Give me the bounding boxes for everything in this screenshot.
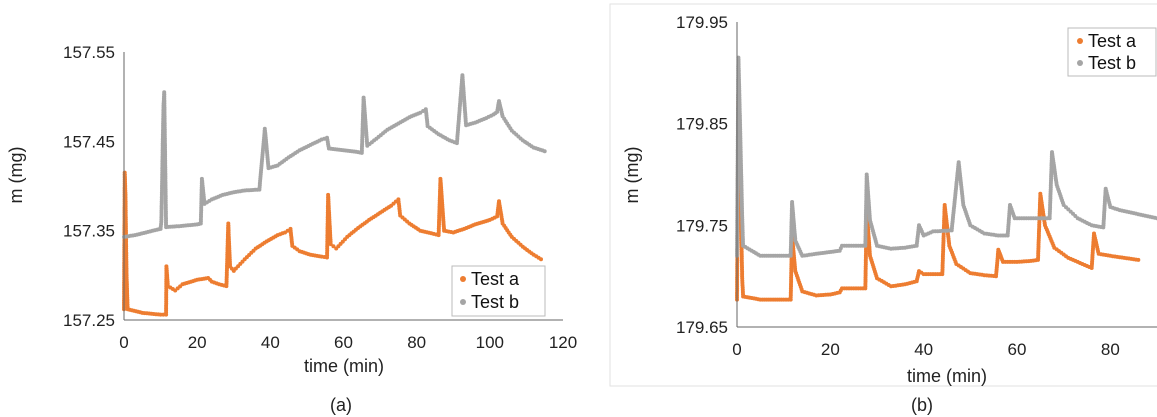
y-tick-label: 157.35 [63,222,115,241]
legend-a: Test a Test b [451,265,546,317]
y-axis-title-b: m (mg) [622,147,642,204]
x-axis-title-b: time (min) [907,366,987,386]
y-axis-title-a: m (mg) [6,147,26,204]
x-tick-label: 20 [821,340,840,359]
data-point [539,257,543,262]
plot-area-a [122,73,547,317]
legend-label-test-a: Test a [471,269,520,289]
y-tick-label: 157.25 [63,311,115,330]
x-tick-label: 0 [119,333,128,352]
chart-panel-b: time (min) m (mg) Test a Test b (b) 179.… [609,3,1157,415]
x-tick-label: 40 [914,340,933,359]
axes-a [123,52,563,321]
data-point [161,312,166,317]
caption-b: (b) [911,395,933,415]
chart-area-border-b [609,3,1157,387]
legend-marker-test-a [460,276,466,282]
legend-marker-test-a [1077,38,1083,44]
legend-label-test-b: Test b [471,292,519,312]
legend-b: Test a Test b [1067,27,1157,77]
series-test-b [735,55,1157,258]
y-tick-label: 179.85 [676,115,728,134]
legend-label-test-a: Test a [1088,31,1137,51]
data-point [328,242,333,247]
x-tick-label: 60 [1008,340,1027,359]
chart-panel-a: time (min) m (mg) Test a Test b (a) 157.… [6,43,577,415]
x-axis-title-a: time (min) [304,356,384,376]
x-tick-label: 20 [188,333,207,352]
axes-b [736,22,1157,328]
series-test-a [122,170,543,317]
plot-area-b [735,55,1157,302]
caption-a: (a) [330,395,352,415]
legend-marker-test-b [1077,60,1083,66]
data-point [542,149,547,154]
y-tick-label: 179.95 [676,13,728,32]
legend-box-a [451,265,546,317]
y-tick-label: 157.45 [63,132,115,151]
x-tick-label: 100 [476,333,504,352]
x-tick-label: 40 [261,333,280,352]
x-tick-label: 80 [1101,340,1120,359]
series-test-b [122,73,547,239]
legend-marker-test-b [460,299,466,305]
y-tick-label: 179.75 [676,216,728,235]
data-point [331,244,336,249]
y-tick-label: 157.55 [63,43,115,62]
x-tick-label: 120 [549,333,577,352]
series-test-a [735,91,1141,302]
legend-label-test-b: Test b [1088,53,1136,73]
x-tick-label: 80 [407,333,426,352]
legend-box-b [1067,27,1157,77]
y-tick-label: 179.65 [676,318,728,337]
x-tick-label: 0 [732,340,741,359]
x-tick-label: 60 [334,333,353,352]
data-point [1136,257,1141,262]
